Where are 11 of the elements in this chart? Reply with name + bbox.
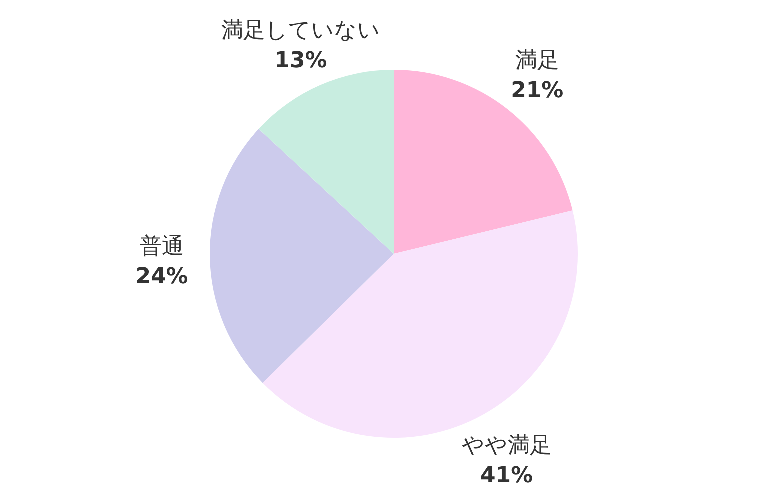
data-label: 13% (274, 48, 328, 74)
pie-slice (210, 129, 394, 384)
slice-label: 普通 (140, 234, 184, 260)
data-label: 21% (511, 78, 564, 104)
pie-slice (258, 70, 394, 254)
data-label: 24% (136, 264, 188, 290)
pie-slice (394, 70, 573, 254)
slice-label: 満足 (515, 48, 560, 74)
slice-label: 満足していない (221, 18, 380, 44)
data-label: 41% (480, 464, 534, 489)
slice-label: やや満足 (462, 434, 552, 459)
